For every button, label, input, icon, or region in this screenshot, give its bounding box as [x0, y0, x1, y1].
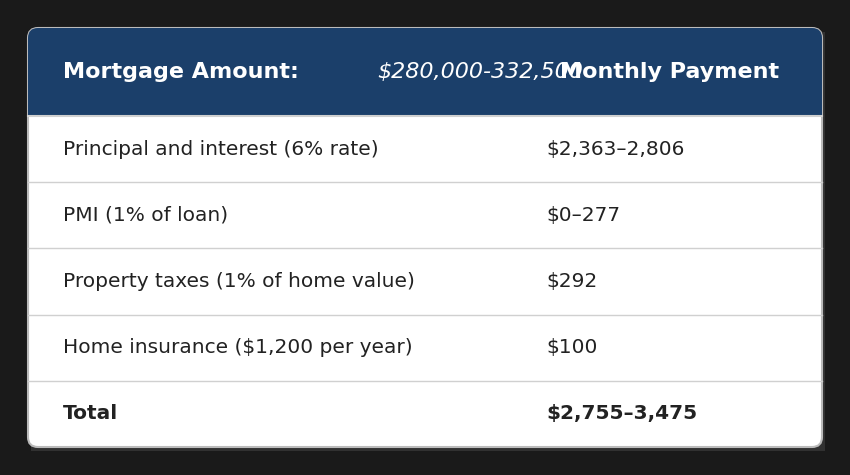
Text: Mortgage Amount:: Mortgage Amount:: [63, 62, 307, 82]
Text: PMI (1% of loan): PMI (1% of loan): [63, 206, 228, 225]
FancyBboxPatch shape: [28, 28, 822, 116]
Text: Total: Total: [63, 404, 118, 423]
Text: Principal and interest (6% rate): Principal and interest (6% rate): [63, 140, 378, 159]
FancyBboxPatch shape: [28, 28, 822, 447]
Text: $2,363–2,806: $2,363–2,806: [547, 140, 685, 159]
Bar: [28, 106, 822, 116]
Text: $100: $100: [547, 338, 598, 357]
Text: $2,755–3,475: $2,755–3,475: [547, 404, 698, 423]
Text: $280,000-332,500: $280,000-332,500: [377, 62, 583, 82]
Text: Monthly Payment: Monthly Payment: [559, 62, 779, 82]
Text: $292: $292: [547, 272, 598, 291]
Text: Home insurance ($1,200 per year): Home insurance ($1,200 per year): [63, 338, 412, 357]
Text: $0–277: $0–277: [547, 206, 620, 225]
Text: Property taxes (1% of home value): Property taxes (1% of home value): [63, 272, 415, 291]
FancyBboxPatch shape: [31, 32, 825, 451]
